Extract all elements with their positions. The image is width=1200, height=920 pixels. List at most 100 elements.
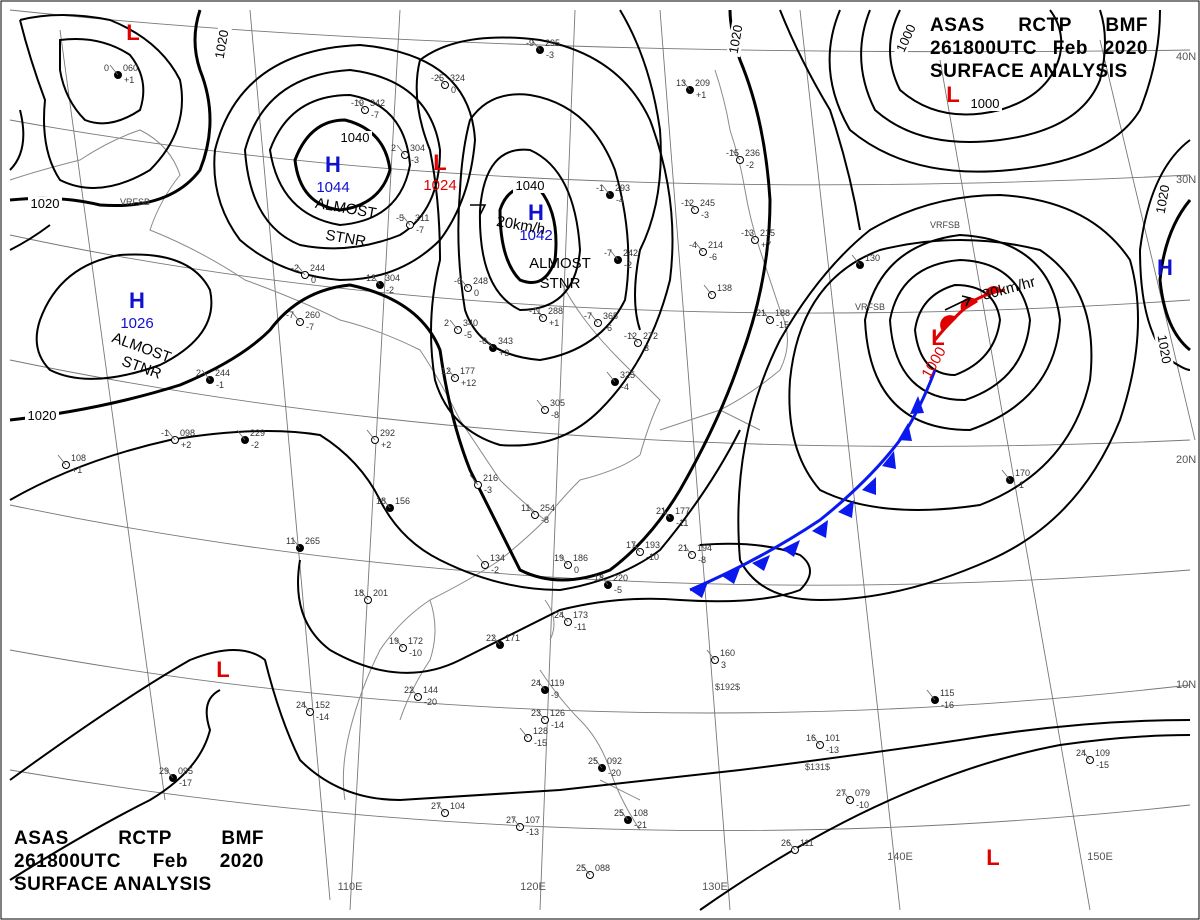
wind-barb [581,864,591,876]
station-pressure: 173 [573,610,588,620]
station-plot: 24 152 -14 [296,700,330,722]
station-plot: 17 193 -10 [626,540,660,562]
isobar-label-bg [1153,181,1173,218]
wind-barb [706,649,716,661]
footer-agency: ASAS [14,828,69,849]
wind-barb [534,307,544,319]
station-pressure: 111 [800,838,814,848]
station-plot: -2 244 0 [291,263,325,285]
station-plot: 2 304 -3 [391,143,425,165]
station-tendency: +1 [124,75,134,85]
wind-barb [356,99,366,111]
wind-barb [589,312,599,324]
station-pressure: 311 [415,213,429,223]
station-temp: -1 [596,183,604,193]
station-pressure: 177 [675,506,690,516]
station-tendency: -10 [646,552,659,562]
station-temp: 12 [441,366,451,376]
station-temp: 2 [444,318,449,328]
station-pressure: 079 [855,788,870,798]
station-tendency: -4 [616,195,624,205]
station-pressure: 214 [708,240,723,250]
wind-barb [526,504,536,516]
map-annotation: STNR [540,275,581,292]
station-plot: 12 177 +12 [441,366,476,388]
high-pressure-center: H 1026 [120,288,153,332]
wind-barb [731,149,741,161]
station-tendency: +3 [499,348,509,358]
station-plot: 24 119 -9 [531,678,564,700]
station-tendency: -9 [551,690,559,700]
station-temp: -7 [584,311,592,321]
longitude-label: 130E [702,881,728,893]
station-temp: 24 [296,700,306,710]
station-plot: 292+2 [366,428,395,450]
low-pressure-center: L [986,845,999,870]
station-temp: 17 [626,540,636,550]
wind-barb [559,611,569,623]
wind-barb [746,229,756,241]
wind-barb [469,474,479,486]
station-temp: -25 [431,73,444,83]
station-pressure: 144 [423,685,438,695]
station-tendency: -8 [551,410,559,420]
station-tendency: -7 [416,225,424,235]
system-pressure: 1044 [316,179,349,196]
station-tendency: -10 [856,800,869,810]
station-plot: 18 156 [376,496,410,512]
station-temp: -7 [286,310,294,320]
wind-barb [609,249,619,261]
wind-barb [694,241,704,253]
station-temp: 18 [594,573,604,583]
wind-barb [601,184,611,196]
station-pressure: 104 [450,801,465,811]
system-letter: H [325,152,341,177]
station-pressure: 340 [463,318,478,328]
header-title: SURFACE ANALYSIS [930,61,1128,82]
longitude-lines [59,9,1196,911]
wind-barb [409,686,419,698]
station-temp: -6 [479,336,487,346]
system-letter: H [528,200,544,225]
station-plot: -6 343 +3 [479,336,513,358]
station-tendency: -15 [534,738,547,748]
station-plot: 19 172 -10 [389,636,423,658]
station-tendency: -4 [621,382,629,392]
station-temp: -4 [689,240,697,250]
station-temp: 21 [756,308,766,318]
isobar-label-bg [1154,331,1174,368]
station-temp: -6 [454,276,462,286]
station-pressure: 098 [180,428,195,438]
station-pressure: 107 [525,815,540,825]
wind-barb [681,79,691,91]
station-plot: 305-8 [536,398,565,420]
wind-barb [629,332,639,344]
station-temp: -9 [526,38,534,48]
station-temp: 11 [286,536,295,546]
latitude-label: 10N [1176,679,1196,691]
station-temp: 2 [196,368,201,378]
system-letter: L [216,657,229,682]
station-pressure: 216 [483,473,498,483]
station-pressure: 060 [123,63,138,73]
station-pressure: 119 [550,678,564,688]
station-pressure: 220 [613,573,628,583]
station-temp: -7 [604,248,612,258]
station-pressure: 177 [460,366,475,376]
station-plot: 29 095 -17 [159,766,193,788]
station-tendency: -13 [526,827,539,837]
station-remark: VRFSB [120,197,150,207]
wind-barb [926,689,936,701]
high-pressure-center: H [1157,255,1173,280]
wind-barb [446,367,456,379]
station-pressure: 130 [865,253,880,263]
wind-barb [761,309,771,321]
station-tendency: 0 [311,275,316,285]
isobar-label-bg [513,179,547,193]
station-plot: -15 236 -2 [726,148,760,170]
station-tendency: -8 [541,515,549,525]
station-plot: 27 104 [431,801,465,817]
station-pressure: 152 [315,700,330,710]
station-plot: 13 209 +1 [676,78,710,100]
wind-barb [606,371,616,383]
